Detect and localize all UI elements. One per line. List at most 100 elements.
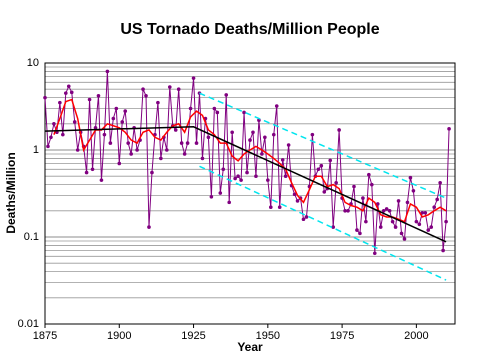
data-point — [66, 84, 71, 89]
data-point — [274, 104, 279, 108]
data-point — [375, 202, 380, 206]
data-point — [221, 167, 226, 172]
data-point — [123, 109, 128, 113]
data-point — [179, 141, 184, 145]
data-point — [301, 217, 306, 222]
data-point — [84, 170, 89, 175]
data-point — [90, 167, 95, 172]
series-line — [53, 98, 447, 223]
data-point — [58, 100, 62, 105]
data-point — [182, 152, 187, 156]
data-point — [393, 225, 398, 229]
data-point — [343, 209, 347, 213]
data-point — [361, 196, 365, 200]
data-point — [144, 93, 148, 98]
series-line — [199, 165, 447, 281]
data-point — [358, 231, 362, 236]
data-point — [212, 106, 217, 111]
x-tick-label: 1900 — [107, 330, 131, 342]
data-point — [390, 219, 395, 224]
data-point — [432, 205, 437, 210]
data-point — [367, 172, 371, 177]
data-point — [126, 141, 130, 145]
data-point — [280, 158, 285, 162]
data-point — [218, 191, 223, 195]
data-point — [355, 228, 359, 232]
data-point — [227, 200, 232, 205]
data-point — [52, 122, 56, 126]
data-point — [411, 188, 416, 193]
x-tick-label: 1875 — [33, 330, 57, 342]
data-point — [384, 207, 389, 211]
data-point — [429, 225, 434, 229]
data-point — [224, 93, 229, 97]
data-point — [378, 225, 383, 229]
data-point — [328, 158, 333, 163]
data-point — [185, 141, 190, 145]
data-point — [414, 219, 419, 224]
x-tick-label: 1950 — [256, 330, 280, 342]
data-point — [254, 174, 258, 178]
data-point — [248, 138, 252, 142]
data-point — [405, 200, 410, 205]
data-point — [426, 228, 431, 232]
data-point — [147, 225, 151, 229]
data-point — [242, 110, 246, 115]
data-point — [150, 170, 154, 175]
data-point — [352, 184, 356, 189]
data-point — [117, 161, 122, 166]
data-point — [399, 231, 404, 236]
y-tick-label: 0.1 — [24, 231, 39, 243]
data-point — [310, 132, 315, 137]
data-point — [331, 225, 335, 229]
data-point — [420, 210, 425, 215]
data-point — [87, 97, 92, 102]
data-point — [447, 127, 451, 131]
data-point — [266, 178, 270, 182]
data-point — [295, 199, 300, 203]
data-point — [316, 167, 321, 172]
data-point — [381, 209, 386, 213]
data-point — [120, 120, 125, 124]
data-point — [194, 141, 199, 145]
data-point — [105, 69, 110, 74]
data-point — [396, 199, 401, 203]
data-point — [370, 182, 374, 187]
data-point — [111, 116, 116, 121]
series-line — [44, 126, 447, 243]
data-point — [167, 85, 172, 89]
data-point — [63, 91, 68, 95]
data-point — [108, 141, 113, 145]
data-point — [435, 197, 439, 202]
data-point — [159, 156, 163, 161]
data-point — [277, 205, 282, 210]
y-axis-title: Deaths/Million — [4, 152, 18, 233]
y-tick-label: 0.01 — [18, 318, 39, 330]
data-point — [263, 135, 267, 140]
data-point — [141, 87, 145, 91]
series-line — [199, 92, 447, 199]
data-point — [268, 205, 273, 210]
data-point — [75, 148, 80, 152]
data-point — [245, 170, 249, 175]
data-point — [387, 209, 392, 213]
data-point — [188, 106, 193, 111]
x-tick-label: 1925 — [181, 330, 205, 342]
data-point — [209, 194, 214, 199]
data-point — [292, 192, 297, 197]
data-point — [156, 100, 160, 105]
data-point — [165, 148, 169, 152]
data-point — [102, 132, 107, 137]
data-point — [99, 178, 104, 182]
data-point — [61, 132, 65, 137]
data-point — [304, 215, 309, 219]
data-point — [96, 93, 101, 98]
data-point — [233, 176, 237, 181]
data-point — [402, 237, 407, 241]
plot-frame — [44, 62, 456, 325]
series-line — [44, 71, 450, 254]
data-point — [283, 174, 288, 178]
data-point — [441, 248, 445, 253]
x-tick-label: 1975 — [330, 330, 354, 342]
